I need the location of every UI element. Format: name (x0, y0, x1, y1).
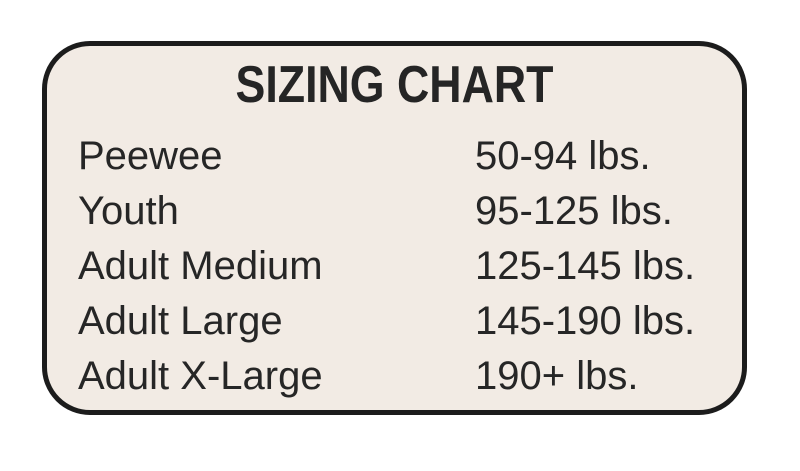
sizing-chart-box: SIZING CHART Peewee 50-94 lbs. Youth 95-… (42, 41, 747, 415)
weight-range-value: 50-94 lbs. (475, 134, 651, 178)
sizing-rows: Peewee 50-94 lbs. Youth 95-125 lbs. Adul… (47, 129, 742, 404)
sizing-chart-title: SIZING CHART (235, 56, 554, 114)
weight-range-value: 95-125 lbs. (475, 189, 673, 233)
table-row: Peewee 50-94 lbs. (47, 129, 742, 184)
table-row: Youth 95-125 lbs. (47, 184, 742, 239)
weight-range-value: 145-190 lbs. (475, 299, 696, 343)
weight-range-value: 125-145 lbs. (475, 244, 696, 288)
table-row: Adult X-Large 190+ lbs. (47, 349, 742, 404)
table-row: Adult Large 145-190 lbs. (47, 294, 742, 349)
size-label: Adult X-Large (78, 354, 323, 398)
size-label: Adult Medium (78, 244, 323, 288)
table-row: Adult Medium 125-145 lbs. (47, 239, 742, 294)
size-label: Youth (78, 189, 179, 233)
weight-range-value: 190+ lbs. (475, 354, 639, 398)
size-label: Peewee (78, 134, 223, 178)
size-label: Adult Large (78, 299, 283, 343)
